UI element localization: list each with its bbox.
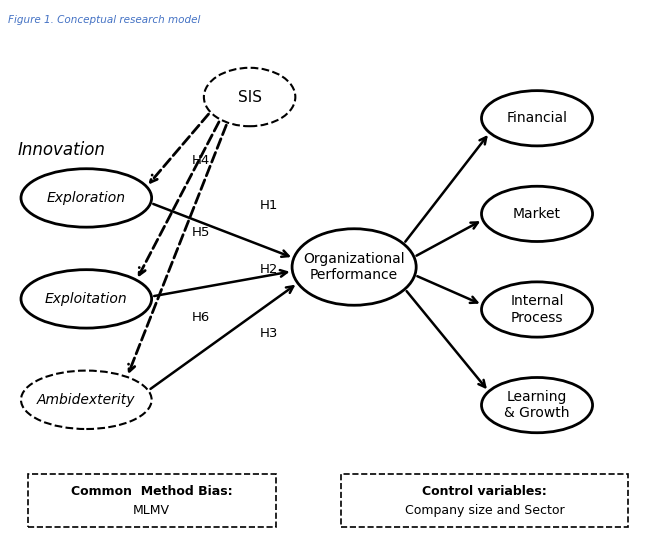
Text: H6: H6: [192, 311, 210, 324]
Text: Market: Market: [513, 207, 561, 221]
Ellipse shape: [204, 68, 295, 126]
Text: H1: H1: [260, 199, 278, 213]
Text: Financial: Financial: [506, 111, 567, 125]
Text: Exploitation: Exploitation: [45, 292, 128, 306]
Ellipse shape: [21, 371, 152, 429]
Text: H2: H2: [260, 263, 278, 276]
Text: Internal
Process: Internal Process: [510, 294, 564, 325]
Ellipse shape: [21, 270, 152, 328]
Text: H5: H5: [192, 226, 210, 239]
Text: Exploration: Exploration: [47, 191, 126, 205]
Text: H3: H3: [260, 327, 278, 340]
Text: Innovation: Innovation: [18, 141, 106, 159]
Text: H4: H4: [192, 154, 210, 167]
Text: Learning
& Growth: Learning & Growth: [504, 390, 570, 420]
Text: Organizational
Performance: Organizational Performance: [303, 252, 405, 282]
Text: Control variables:: Control variables:: [422, 485, 547, 498]
Ellipse shape: [21, 169, 152, 227]
Text: SIS: SIS: [237, 90, 262, 105]
Ellipse shape: [482, 186, 592, 241]
Ellipse shape: [482, 91, 592, 146]
Ellipse shape: [482, 282, 592, 337]
Text: Ambidexterity: Ambidexterity: [37, 393, 136, 407]
Ellipse shape: [292, 229, 416, 305]
Text: Figure 1. Conceptual research model: Figure 1. Conceptual research model: [8, 14, 200, 25]
Text: MLMV: MLMV: [133, 504, 170, 517]
Text: Common  Method Bias:: Common Method Bias:: [71, 485, 232, 498]
Text: Company size and Sector: Company size and Sector: [405, 504, 565, 517]
Ellipse shape: [482, 378, 592, 433]
